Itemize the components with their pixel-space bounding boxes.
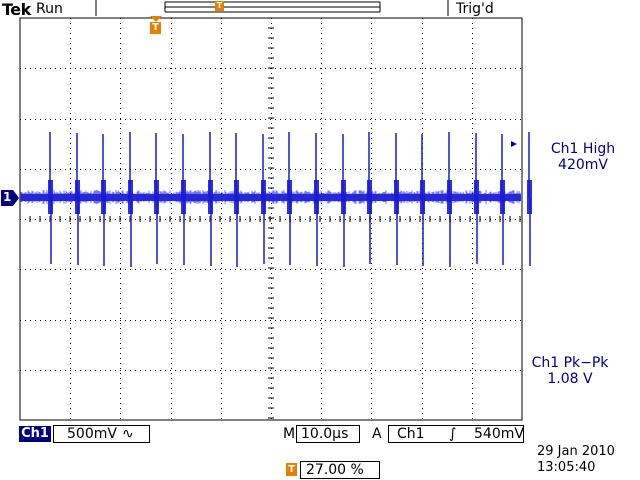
trace-spike [154, 133, 159, 264]
timebase-box[interactable]: 10.0µs [296, 425, 360, 443]
trace-spike [48, 132, 53, 264]
trigger-marker-label: T [150, 22, 161, 34]
trace-spike [101, 134, 106, 266]
trace-spike [181, 134, 186, 265]
trace-spike [394, 133, 399, 265]
vertical-scale: 500mV [67, 426, 117, 442]
brand-logo: Tek [2, 0, 31, 19]
trace-spike [234, 133, 239, 267]
trace-spike [314, 133, 319, 266]
main-timebase-label: M [283, 426, 296, 442]
trace-spike [128, 132, 133, 267]
trigger-position-marker[interactable]: T [150, 16, 162, 34]
horizontal-position-marker: T [286, 463, 297, 476]
trace-spike [341, 134, 346, 267]
trigger-slope-icon: ∫ [449, 426, 457, 442]
graticule-grid [19, 17, 521, 419]
trigger-label: A [372, 426, 382, 442]
trace-spike [75, 133, 80, 265]
date-display: 29 Jan 2010 [537, 444, 615, 459]
time-display: 13:05:40 [537, 460, 596, 475]
acquisition-state: Run [36, 1, 63, 17]
channel-1-ground-marker[interactable]: 1 [1, 190, 19, 206]
measurement-1-title[interactable]: Ch1 High [550, 141, 616, 157]
measurement-1-value: 420mV [558, 157, 608, 173]
trigger-arrow-icon [150, 16, 162, 22]
measurement-2-title[interactable]: Ch1 Pk−Pk [531, 355, 609, 371]
record-view-bar [164, 1, 381, 13]
vertical-scale-box[interactable]: 500mV ∿ [53, 425, 150, 443]
trace-spike [500, 134, 505, 265]
channel-marker-icon [1, 190, 19, 206]
coupling-icon: ∿ [122, 426, 134, 442]
channel-marker-label: 1 [3, 190, 12, 204]
measurement-2-value: 1.08 V [547, 371, 593, 387]
signal-trace [20, 132, 532, 267]
trigger-source: Ch1 [397, 426, 425, 442]
trace-spike [474, 133, 479, 264]
trace-spike [261, 134, 266, 264]
trace-spike [447, 132, 452, 267]
trace-spike [420, 134, 425, 266]
horizontal-position-value: 27.00 % [306, 462, 364, 478]
trace-spike [527, 132, 532, 266]
trace-spike [287, 132, 292, 265]
trigger-level-arrow-icon [511, 141, 517, 147]
trigger-settings-box[interactable]: Ch1 ∫ 540mV [388, 425, 524, 443]
trigger-level: 540mV [474, 426, 524, 442]
trace-spike [208, 132, 213, 266]
record-trigger-marker: T [215, 1, 224, 11]
channel-badge[interactable]: Ch1 [19, 426, 51, 442]
horizontal-position-box[interactable]: 27.00 % [300, 461, 380, 479]
record-marker-label: T [215, 1, 224, 11]
timebase-value: 10.0µs [301, 426, 349, 442]
trigger-status: Trig'd [456, 1, 494, 17]
trace-spike [367, 132, 372, 264]
